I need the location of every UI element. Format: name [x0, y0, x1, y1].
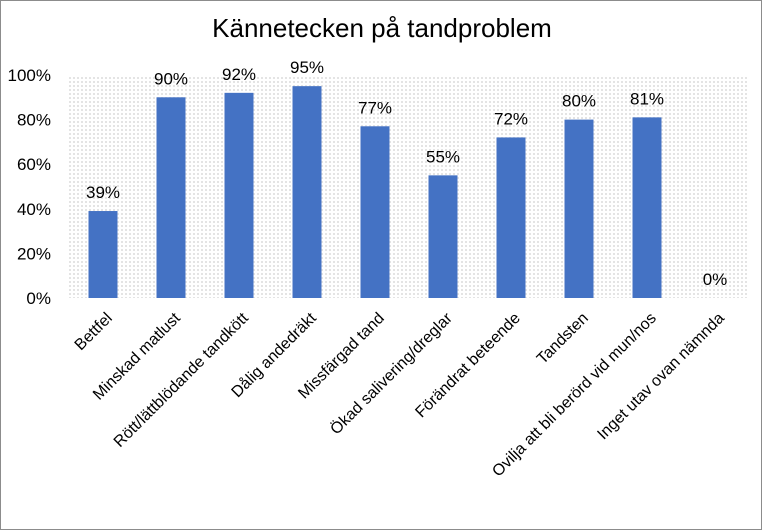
bar: [496, 137, 526, 298]
y-tick-label: 60%: [17, 155, 51, 174]
bar: [88, 211, 118, 298]
bar: [360, 126, 390, 298]
x-category-label: Tandsten: [534, 310, 592, 368]
y-axis: 0% 20% 40% 60% 80% 100%: [8, 66, 51, 308]
data-labels: 39% 90% 92% 95% 77% 55% 72% 80% 81% 0%: [86, 58, 727, 289]
data-label: 80%: [562, 92, 596, 111]
y-tick-label: 20%: [17, 244, 51, 263]
data-label: 92%: [222, 65, 256, 84]
data-label: 81%: [630, 89, 664, 108]
x-category-label: Rött/lättblödande tandkött: [111, 309, 252, 450]
x-category-label: Ökad salivering/dreglar: [327, 309, 457, 439]
data-label: 90%: [154, 69, 188, 88]
x-category-label: Inget utav ovan nämnda: [594, 310, 727, 443]
data-label: 55%: [426, 147, 460, 166]
bar: [564, 119, 594, 298]
bar: [632, 117, 662, 299]
y-tick-label: 100%: [8, 66, 51, 85]
bar: [156, 97, 186, 298]
data-label: 39%: [86, 183, 120, 202]
data-label: 72%: [494, 109, 528, 128]
data-label: 95%: [290, 58, 324, 77]
data-label: 0%: [703, 270, 728, 289]
y-tick-label: 80%: [17, 111, 51, 130]
bar-series: [88, 86, 662, 299]
chart-title: Kännetecken på tandproblem: [212, 13, 552, 43]
y-tick-label: 40%: [17, 200, 51, 219]
data-label: 77%: [358, 98, 392, 117]
x-category-label: Bettfel: [72, 310, 116, 354]
bar: [224, 92, 254, 298]
y-tick-label: 0%: [26, 289, 51, 308]
bar: [428, 175, 458, 298]
bar: [292, 86, 322, 299]
